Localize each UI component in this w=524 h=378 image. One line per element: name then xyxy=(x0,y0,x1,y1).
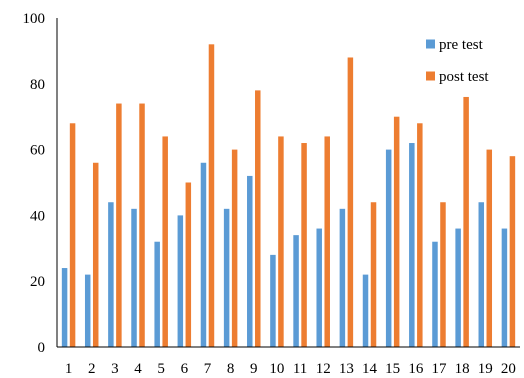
y-tick-label: 0 xyxy=(38,340,46,356)
pre-test-bar-20 xyxy=(501,228,508,347)
x-tick-label: 10 xyxy=(269,361,284,377)
post-test-bar-9 xyxy=(255,90,261,347)
bars xyxy=(61,44,516,348)
legend: pre test post test xyxy=(426,37,489,85)
pre-test-bar-3 xyxy=(108,202,114,347)
legend-swatch xyxy=(426,39,435,49)
x-tick-label: 18 xyxy=(455,361,470,377)
x-tick-label: 15 xyxy=(385,361,400,377)
post-test-bar-18 xyxy=(463,96,469,348)
pre-test-bar-18 xyxy=(455,228,461,347)
x-tick-label: 2 xyxy=(88,361,96,377)
post-test-bar-19 xyxy=(486,149,493,347)
y-axis-ticks: 0 20 40 60 80 100 xyxy=(23,11,46,356)
pre-test-bar-5 xyxy=(154,241,160,347)
post-test-bar-16 xyxy=(417,123,423,347)
x-tick-label: 5 xyxy=(157,361,165,377)
post-test-bar-2 xyxy=(92,162,99,347)
pre-test-bar-1 xyxy=(61,268,68,347)
legend-label: post test xyxy=(439,69,489,85)
x-tick-label: 1 xyxy=(65,361,73,377)
pre-test-bar-11 xyxy=(293,235,299,347)
y-tick-label: 40 xyxy=(30,208,45,224)
y-tick-label: 60 xyxy=(30,143,45,159)
x-tick-label: 20 xyxy=(501,361,516,377)
post-test-bar-10 xyxy=(278,136,284,347)
x-tick-label: 11 xyxy=(293,361,307,377)
pre-test-bar-7 xyxy=(200,162,207,347)
post-test-bar-8 xyxy=(231,149,238,347)
pre-test-bar-15 xyxy=(385,149,392,347)
post-test-bar-1 xyxy=(69,123,76,347)
pre-test-bar-9 xyxy=(247,175,253,347)
x-tick-label: 3 xyxy=(111,361,119,377)
pre-test-bar-12 xyxy=(316,228,322,347)
y-tick-label: 80 xyxy=(30,77,45,93)
x-tick-label: 16 xyxy=(408,361,424,377)
post-test-bar-11 xyxy=(301,143,307,347)
x-tick-label: 7 xyxy=(204,361,212,377)
legend-swatch xyxy=(426,71,435,81)
y-tick-label: 100 xyxy=(23,11,46,27)
x-tick-label: 19 xyxy=(478,361,493,377)
post-test-bar-12 xyxy=(324,136,330,347)
pre-test-bar-2 xyxy=(84,274,91,347)
x-tick-label: 13 xyxy=(339,361,354,377)
pre-test-bar-8 xyxy=(223,208,230,347)
y-tick-label: 20 xyxy=(30,274,45,290)
pre-test-bar-14 xyxy=(362,274,369,347)
post-test-bar-6 xyxy=(185,182,192,347)
post-test-bar-17 xyxy=(440,202,446,347)
legend-label: pre test xyxy=(439,37,484,53)
x-tick-label: 17 xyxy=(431,361,447,377)
post-test-bar-3 xyxy=(116,103,122,347)
post-test-bar-4 xyxy=(139,103,145,347)
post-test-bar-7 xyxy=(208,44,215,347)
pre-test-bar-16 xyxy=(409,143,415,347)
pre-test-bar-6 xyxy=(177,215,184,347)
pre-test-bar-17 xyxy=(432,241,438,347)
post-test-bar-20 xyxy=(509,156,516,347)
pre-test-bar-4 xyxy=(131,208,137,347)
x-tick-label: 14 xyxy=(362,361,378,377)
post-test-bar-14 xyxy=(370,202,377,347)
x-tick-label: 9 xyxy=(250,361,258,377)
x-axis-labels: 1 2 3 4 5 6 7 8 9 10 11 12 13 14 15 16 17 18 19 20 xyxy=(65,361,516,377)
post-test-bar-13 xyxy=(347,57,354,347)
x-tick-label: 4 xyxy=(134,361,142,377)
pre-test-bar-10 xyxy=(270,254,276,347)
x-tick-label: 6 xyxy=(181,361,189,377)
pre-test-bar-19 xyxy=(478,202,485,347)
post-test-bar-15 xyxy=(393,116,400,347)
x-tick-label: 12 xyxy=(316,361,331,377)
x-tick-label: 8 xyxy=(227,361,235,377)
post-test-bar-5 xyxy=(162,136,168,347)
pre-test-bar-13 xyxy=(339,208,346,347)
